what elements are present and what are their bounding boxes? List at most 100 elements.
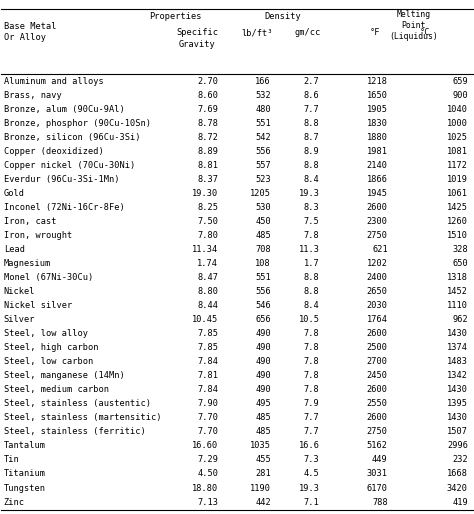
Text: 19.3: 19.3: [299, 484, 319, 492]
Text: 328: 328: [452, 245, 468, 254]
Text: Properties: Properties: [149, 12, 202, 21]
Text: 1430: 1430: [447, 413, 468, 423]
Text: Lead: Lead: [4, 245, 25, 254]
Text: 7.85: 7.85: [197, 343, 218, 352]
Text: Gold: Gold: [4, 189, 25, 198]
Text: 1668: 1668: [447, 469, 468, 479]
Text: 6170: 6170: [367, 484, 388, 492]
Text: 8.4: 8.4: [304, 175, 319, 184]
Text: 1395: 1395: [447, 399, 468, 409]
Text: 557: 557: [255, 161, 271, 170]
Text: Tungsten: Tungsten: [4, 484, 46, 492]
Text: 490: 490: [255, 357, 271, 366]
Text: 495: 495: [255, 399, 271, 409]
Text: 3031: 3031: [367, 469, 388, 479]
Text: 16.60: 16.60: [192, 442, 218, 450]
Text: 2.7: 2.7: [304, 77, 319, 86]
Text: 166: 166: [255, 77, 271, 86]
Text: 8.8: 8.8: [304, 273, 319, 282]
Text: 556: 556: [255, 287, 271, 296]
Text: 8.8: 8.8: [304, 161, 319, 170]
Text: Steel, medium carbon: Steel, medium carbon: [4, 386, 109, 394]
Text: 18.80: 18.80: [192, 484, 218, 492]
Text: 7.7: 7.7: [304, 105, 319, 114]
Text: 8.47: 8.47: [197, 273, 218, 282]
Text: lb/ft³: lb/ft³: [241, 28, 273, 38]
Text: 656: 656: [255, 315, 271, 324]
Text: 2550: 2550: [367, 399, 388, 409]
Text: 455: 455: [255, 455, 271, 465]
Text: 7.50: 7.50: [197, 217, 218, 226]
Text: °F: °F: [370, 28, 380, 38]
Text: 659: 659: [452, 77, 468, 86]
Text: 8.25: 8.25: [197, 203, 218, 212]
Text: Steel, stainless (martensitic): Steel, stainless (martensitic): [4, 413, 161, 423]
Text: 281: 281: [255, 469, 271, 479]
Text: 490: 490: [255, 372, 271, 380]
Text: Nickel: Nickel: [4, 287, 35, 296]
Text: 485: 485: [255, 428, 271, 436]
Text: 1190: 1190: [250, 484, 271, 492]
Text: 708: 708: [255, 245, 271, 254]
Text: 2600: 2600: [367, 329, 388, 338]
Text: 1650: 1650: [367, 91, 388, 100]
Text: 7.80: 7.80: [197, 231, 218, 240]
Text: 7.1: 7.1: [304, 498, 319, 506]
Text: 7.70: 7.70: [197, 428, 218, 436]
Text: 232: 232: [452, 455, 468, 465]
Text: 450: 450: [255, 217, 271, 226]
Text: 2450: 2450: [367, 372, 388, 380]
Text: 621: 621: [372, 245, 388, 254]
Text: 108: 108: [255, 259, 271, 268]
Text: Steel, stainless (ferritic): Steel, stainless (ferritic): [4, 428, 146, 436]
Text: 11.34: 11.34: [192, 245, 218, 254]
Text: 1.74: 1.74: [197, 259, 218, 268]
Text: 1342: 1342: [447, 372, 468, 380]
Text: gm/cc: gm/cc: [294, 28, 321, 38]
Text: 1081: 1081: [447, 147, 468, 156]
Text: Iron, wrought: Iron, wrought: [4, 231, 72, 240]
Text: Melting
Point
(Liquidus): Melting Point (Liquidus): [389, 10, 438, 41]
Text: 1218: 1218: [367, 77, 388, 86]
Text: 7.7: 7.7: [304, 413, 319, 423]
Text: 1019: 1019: [447, 175, 468, 184]
Text: 10.45: 10.45: [192, 315, 218, 324]
Text: 1318: 1318: [447, 273, 468, 282]
Text: 7.8: 7.8: [304, 357, 319, 366]
Text: Steel, manganese (14Mn): Steel, manganese (14Mn): [4, 372, 125, 380]
Text: 1830: 1830: [367, 119, 388, 128]
Text: 1205: 1205: [250, 189, 271, 198]
Text: 490: 490: [255, 386, 271, 394]
Text: 4.5: 4.5: [304, 469, 319, 479]
Text: 1764: 1764: [367, 315, 388, 324]
Text: 7.69: 7.69: [197, 105, 218, 114]
Text: 7.8: 7.8: [304, 231, 319, 240]
Text: Density: Density: [264, 12, 301, 21]
Text: 523: 523: [255, 175, 271, 184]
Text: 7.85: 7.85: [197, 329, 218, 338]
Text: 1483: 1483: [447, 357, 468, 366]
Text: 2996: 2996: [447, 442, 468, 450]
Text: Everdur (96Cu-3Si-1Mn): Everdur (96Cu-3Si-1Mn): [4, 175, 119, 184]
Text: 8.3: 8.3: [304, 203, 319, 212]
Text: 1374: 1374: [447, 343, 468, 352]
Text: 962: 962: [452, 315, 468, 324]
Text: Nickel silver: Nickel silver: [4, 301, 72, 310]
Text: Copper (deoxidized): Copper (deoxidized): [4, 147, 103, 156]
Text: 490: 490: [255, 329, 271, 338]
Text: 1510: 1510: [447, 231, 468, 240]
Text: 2500: 2500: [367, 343, 388, 352]
Text: 485: 485: [255, 231, 271, 240]
Text: 7.7: 7.7: [304, 428, 319, 436]
Text: Monel (67Ni-30Cu): Monel (67Ni-30Cu): [4, 273, 93, 282]
Text: 3420: 3420: [447, 484, 468, 492]
Text: 1430: 1430: [447, 386, 468, 394]
Text: Tin: Tin: [4, 455, 19, 465]
Text: 8.72: 8.72: [197, 133, 218, 142]
Text: 7.8: 7.8: [304, 372, 319, 380]
Text: Specific
Gravity: Specific Gravity: [176, 28, 218, 49]
Text: 490: 490: [255, 343, 271, 352]
Text: Brass, navy: Brass, navy: [4, 91, 62, 100]
Text: Copper nickel (70Cu-30Ni): Copper nickel (70Cu-30Ni): [4, 161, 135, 170]
Text: 8.4: 8.4: [304, 301, 319, 310]
